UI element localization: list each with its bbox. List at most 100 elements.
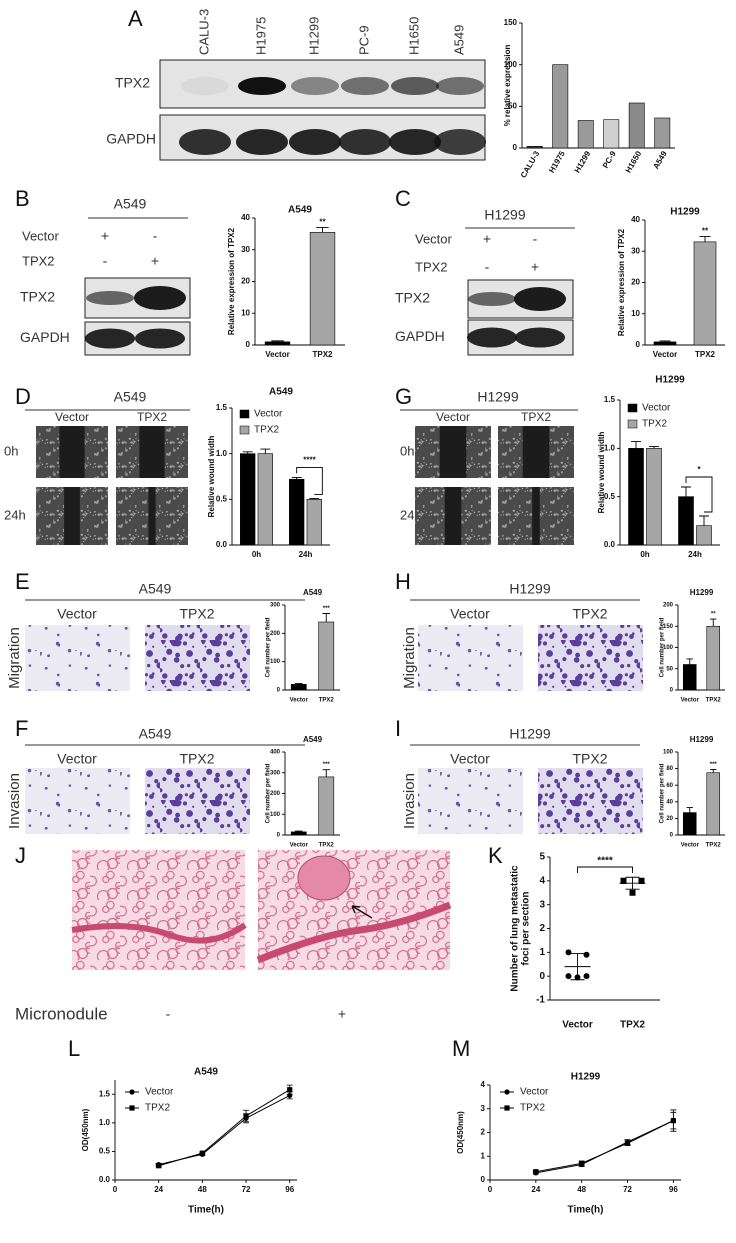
column-label: Vector — [57, 606, 97, 622]
error-bar — [294, 830, 303, 832]
y-tick-label: 1.5 — [99, 1089, 111, 1098]
transwell-image — [145, 625, 250, 691]
marker — [129, 1105, 135, 1111]
airway — [256, 901, 452, 964]
significance-bracket — [685, 476, 713, 513]
bar — [289, 478, 305, 546]
assay-label: Invasion — [6, 773, 23, 829]
y-axis-label: Cell number per field — [266, 763, 272, 823]
sign: - — [166, 1006, 171, 1022]
legend-swatch — [239, 409, 250, 419]
row-label: TPX2 — [395, 290, 430, 306]
error-bar — [631, 441, 641, 449]
bar — [290, 684, 307, 691]
blot-band — [434, 129, 486, 155]
blot-band — [134, 286, 186, 310]
column-label: TPX2 — [179, 606, 214, 622]
x-tick-label: Vector — [681, 843, 700, 849]
x-tick-label: 0 — [113, 1185, 118, 1194]
transwell-image — [538, 768, 643, 834]
line — [535, 1120, 674, 1174]
sign: + — [483, 231, 491, 247]
y-axis-label: Cell number per field — [660, 763, 666, 823]
x-tick-label: 24h — [688, 550, 702, 559]
x-tick-label: 0 — [488, 1185, 493, 1194]
y-tick-label: 3 — [481, 1104, 486, 1113]
error-bar — [242, 451, 253, 454]
blot-band — [289, 129, 341, 155]
legend-swatch — [239, 425, 250, 435]
marker — [129, 1089, 135, 1095]
y-tick-label: 200 — [663, 603, 674, 609]
blot-band — [515, 327, 565, 348]
y-tick-label: 1.0 — [604, 443, 616, 452]
x-tick-label: 48 — [577, 1185, 586, 1194]
condition-label: TPX2 — [22, 253, 55, 268]
lane-label: A549 — [451, 25, 466, 55]
x-tick-label: 72 — [242, 1185, 251, 1194]
chart-title: A549 — [269, 387, 293, 398]
bar — [240, 453, 256, 546]
wound-gap — [444, 487, 462, 545]
transwell-image — [538, 625, 643, 691]
column-label: Vector — [55, 410, 89, 424]
panel-letter: L — [68, 1036, 80, 1061]
y-tick-label: 0 — [670, 833, 674, 839]
y-axis-label: % relative expression — [503, 44, 512, 126]
blot-band — [86, 291, 134, 305]
panel-letter: M — [452, 1036, 470, 1061]
x-tick-label: TPX2 — [319, 698, 335, 704]
wound-gap — [532, 487, 540, 545]
x-tick-label: TPX2 — [319, 843, 335, 849]
blot-band — [238, 77, 286, 95]
bar — [682, 664, 697, 691]
y-tick-label: 0 — [277, 833, 281, 839]
x-tick-label: CALU-3 — [519, 149, 542, 179]
significance: **** — [303, 456, 316, 465]
legend-label: TPX2 — [254, 425, 279, 436]
error-bar — [699, 236, 711, 242]
arrow — [351, 905, 373, 919]
row-label: TPX2 — [20, 289, 55, 305]
error-bar — [316, 227, 329, 233]
y-tick-label: 0.0 — [216, 540, 228, 549]
y-tick-label: 0 — [513, 143, 518, 152]
error-bar — [659, 340, 671, 342]
y-tick-label: 1.5 — [604, 395, 616, 404]
legend-swatch — [627, 403, 638, 413]
significance: ** — [319, 218, 326, 227]
image-header: A549 — [114, 389, 147, 405]
y-tick-label: 1 — [481, 1151, 486, 1160]
y-tick-label: 4 — [539, 875, 545, 886]
y-tick-label: 200 — [270, 631, 281, 637]
x-axis-label: Time(h) — [568, 1205, 604, 1216]
error-bar — [322, 769, 331, 777]
x-tick-label: H1299 — [573, 149, 593, 174]
wound-gap — [522, 426, 550, 478]
chart-title: A549 — [303, 735, 323, 744]
sign: - — [485, 259, 490, 275]
y-axis-label: Number of lung metastatic — [510, 865, 521, 992]
significance: * — [697, 465, 701, 474]
y-tick-label: 300 — [270, 603, 281, 609]
y-tick-label: 10 — [631, 309, 640, 318]
blot-header: A549 — [114, 196, 147, 212]
error-bar — [260, 448, 271, 454]
y-tick-label: 0.5 — [99, 1147, 111, 1156]
column-label: Vector — [436, 410, 470, 424]
error-bar — [322, 613, 331, 622]
y-axis-label: OD(450nm) — [456, 1111, 465, 1154]
blot-band — [391, 77, 439, 95]
chart-title: H1299 — [655, 375, 685, 386]
x-tick-label: H1650 — [624, 149, 644, 174]
y-tick-label: 100 — [270, 659, 281, 665]
y-tick-label: 0 — [277, 688, 281, 694]
bar — [678, 496, 694, 546]
error-bar — [681, 486, 691, 497]
legend-swatch — [627, 419, 638, 429]
chart-title: H1299 — [690, 588, 714, 597]
x-tick-label: TPX2 — [620, 1020, 645, 1031]
y-tick-label: 0 — [246, 340, 251, 349]
error-bar — [699, 515, 709, 526]
blot-band — [339, 129, 391, 155]
